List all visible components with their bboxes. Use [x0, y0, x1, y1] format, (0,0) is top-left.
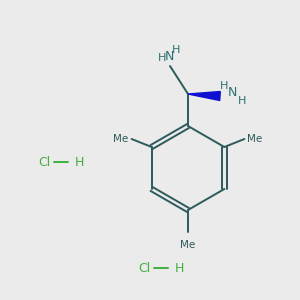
Text: Me: Me	[113, 134, 129, 144]
Text: N: N	[164, 50, 174, 62]
Text: Cl: Cl	[138, 262, 150, 275]
Text: H: H	[172, 45, 180, 55]
Text: Cl: Cl	[38, 155, 50, 169]
Text: H: H	[238, 96, 246, 106]
Text: H: H	[175, 262, 184, 275]
Text: Me: Me	[248, 134, 262, 144]
Text: H: H	[75, 155, 84, 169]
Polygon shape	[188, 92, 220, 100]
Text: H: H	[220, 81, 228, 91]
Text: N: N	[227, 86, 237, 100]
Text: H: H	[158, 53, 166, 63]
Text: Me: Me	[180, 240, 196, 250]
